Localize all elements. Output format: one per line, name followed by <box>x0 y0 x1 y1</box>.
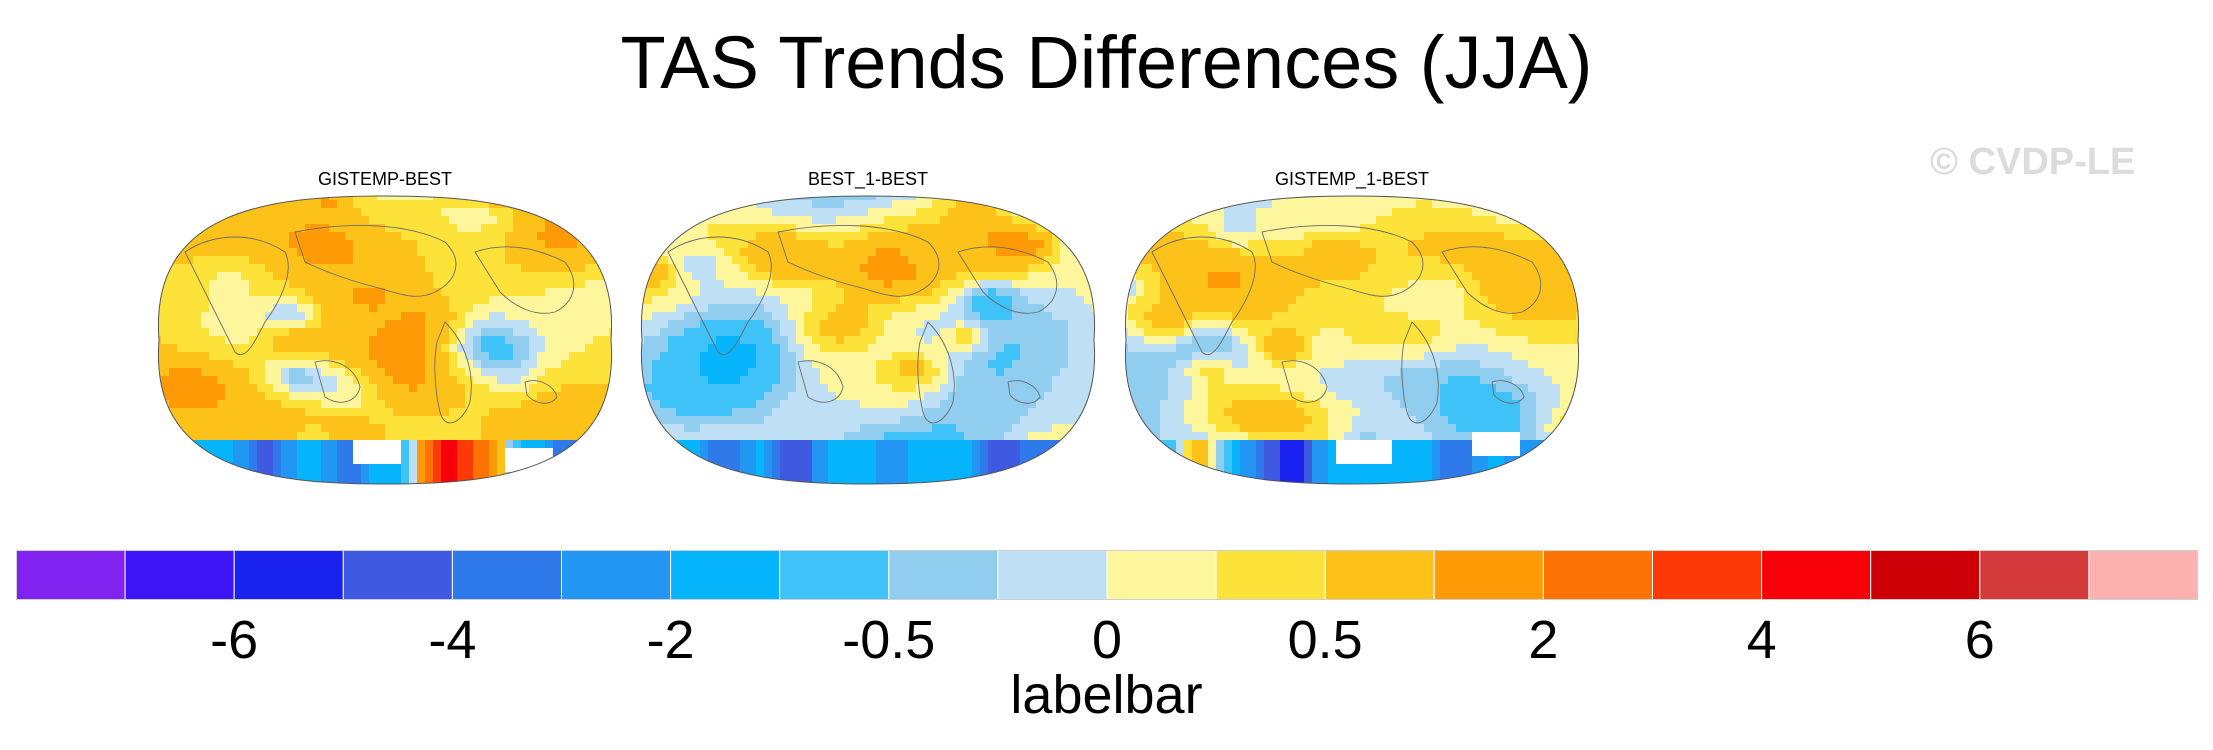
labelbar-box <box>233 550 344 600</box>
labelbar-box <box>342 550 453 600</box>
coastline <box>1261 225 1424 297</box>
labelbar-tick-label: 0.5 <box>1287 610 1363 670</box>
labelbar-box <box>1324 550 1435 600</box>
labelbar-box <box>1979 550 2090 600</box>
coastline <box>1401 321 1439 424</box>
trend-field <box>158 196 612 484</box>
labelbar-box <box>1215 550 1326 600</box>
labelbar-tick-label: 4 <box>1746 610 1777 670</box>
labelbar-box <box>124 550 235 600</box>
labelbar-tick-label: -0.5 <box>842 610 936 670</box>
watermark: © CVDP-LE <box>1930 141 2136 183</box>
trend-field <box>1125 196 1579 484</box>
robinson-map <box>640 195 1096 485</box>
labelbar-box <box>561 550 672 600</box>
coastline <box>777 225 940 297</box>
labelbar-box <box>1652 550 1763 600</box>
robinson-map <box>157 195 613 485</box>
coastline <box>1151 236 1256 355</box>
labelbar-box <box>997 550 1108 600</box>
map-outline <box>157 195 613 485</box>
coastline <box>1441 246 1542 314</box>
coastline <box>667 236 772 355</box>
coastline <box>434 321 472 424</box>
coastline <box>917 321 955 424</box>
labelbar-box <box>888 550 999 600</box>
coastline <box>797 360 844 403</box>
map-panel-gistemp1-best: GISTEMP_1-BEST <box>1112 168 1592 488</box>
coastline <box>1281 360 1328 403</box>
labelbar-tick-label: -4 <box>428 610 477 670</box>
labelbar-box <box>451 550 562 600</box>
coastline <box>314 360 361 403</box>
panel-title: BEST_1-BEST <box>807 169 929 189</box>
robinson-map <box>1124 195 1580 485</box>
coastline <box>474 246 575 314</box>
labelbar-box <box>1761 550 1872 600</box>
coastline <box>1007 380 1041 404</box>
trend-field <box>641 196 1095 484</box>
labelbar-box <box>1106 550 1217 600</box>
map-panel-gistemp-best: GISTEMP-BEST <box>145 168 625 488</box>
labelbar-tick-label: 0 <box>1091 610 1123 670</box>
panel-title: GISTEMP-BEST <box>317 169 452 189</box>
labelbar-box <box>1870 550 1981 600</box>
labelbar-box <box>2088 550 2198 600</box>
map-outline <box>640 195 1096 485</box>
labelbar-title: labelbar <box>1010 665 1203 725</box>
labelbar-box <box>1433 550 1544 600</box>
labelbar-box <box>1542 550 1654 600</box>
labelbar-tick-label: 2 <box>1528 610 1559 670</box>
map-panel-best1-best: BEST_1-BEST <box>628 168 1108 488</box>
labelbar-tick-label: -2 <box>646 610 695 670</box>
panel-title: GISTEMP_1-BEST <box>1274 169 1430 189</box>
coastline <box>184 236 289 355</box>
coastline <box>294 225 457 297</box>
figure-title: TAS Trends Differences (JJA) <box>620 21 1593 104</box>
map-outline <box>1124 195 1580 485</box>
labelbar-box <box>16 550 126 600</box>
coastline <box>957 246 1058 314</box>
color-labelbar <box>16 550 2198 600</box>
labelbar-tick-label: -6 <box>210 610 259 670</box>
coastline <box>1491 380 1525 404</box>
labelbar-box <box>779 550 890 600</box>
coastline <box>524 380 558 404</box>
labelbar-frame <box>16 550 2198 600</box>
labelbar-box <box>670 550 781 600</box>
labelbar-tick-label: 6 <box>1964 610 1995 670</box>
